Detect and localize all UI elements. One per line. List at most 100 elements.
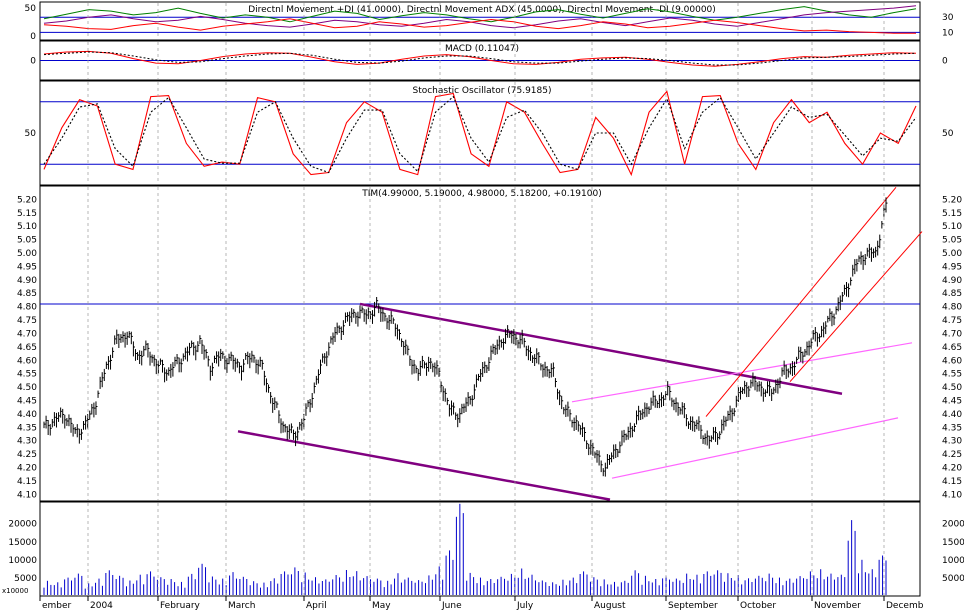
volume-right-tick: 15000	[942, 538, 964, 548]
price-frame	[39, 185, 921, 502]
price-right-tick: 4.55	[942, 370, 962, 380]
price-right-tick: 5.05	[942, 236, 962, 246]
price-title: TIM(4.99000, 5.19000, 4.98000, 5.18200, …	[361, 189, 601, 199]
dmi-left-tick: 50	[25, 4, 37, 14]
stochastic-right-tick: 50	[942, 129, 954, 139]
stochastic-panel: Stochastic Oscillator (75.9185) 50 50	[25, 80, 954, 186]
volume-left-tick: 20000	[8, 520, 37, 530]
vol-frame	[39, 501, 921, 597]
price-left-tick: 4.50	[17, 383, 37, 393]
price-left-tick: 4.15	[17, 477, 37, 487]
price-left-tick: 4.65	[17, 343, 37, 353]
macd-left-tick: 0	[30, 57, 36, 67]
volume-left-tick: 10000	[8, 556, 37, 566]
price-right-tick: 4.35	[942, 423, 962, 433]
price-right-tick: 5.00	[942, 249, 962, 259]
price-left-tick: 5.20	[17, 195, 37, 205]
price-right-tick: 4.80	[942, 303, 962, 313]
volume-left-tick: 5000	[14, 574, 37, 584]
price-left-tick: 5.00	[17, 249, 37, 259]
price-right-tick: 4.60	[942, 356, 962, 366]
price-left-tick: 4.80	[17, 303, 37, 313]
macd-series-line	[43, 50, 917, 67]
dmi-right-tick: 10	[942, 28, 954, 38]
price-right-tick: 4.95	[942, 262, 962, 272]
price-right-tick: 4.85	[942, 289, 962, 299]
price-right-tick: 4.65	[942, 343, 962, 353]
dmi-series-line	[43, 6, 917, 23]
price-left-tick: 4.45	[17, 396, 37, 406]
price-left-tick: 4.85	[17, 289, 37, 299]
price-right-tick: 4.50	[942, 383, 962, 393]
price-left-tick: 4.40	[17, 410, 37, 420]
price-right-tick: 4.25	[942, 450, 962, 460]
price-left-tick: 4.60	[17, 356, 37, 366]
dmi-series-line	[43, 18, 916, 34]
date-axis: ember 2004 February March April May June July Au…	[39, 3, 924, 610]
stoch-frame	[39, 80, 921, 186]
dmi-frame	[39, 1, 921, 41]
price-panel: TIM(4.99000, 5.19000, 4.98000, 5.18200, …	[17, 185, 962, 502]
dmi-series-line	[43, 5, 917, 29]
price-left-tick: 4.10	[17, 490, 37, 500]
price-left-tick: 4.30	[17, 437, 37, 447]
price-left-tick: 4.25	[17, 450, 37, 460]
price-left-tick: 4.70	[17, 329, 37, 339]
dmi-right-tick: 30	[942, 13, 954, 23]
month-label: November	[814, 601, 861, 610]
price-left-tick: 5.10	[17, 222, 37, 232]
month-label: October	[740, 601, 776, 610]
month-label: 2004	[90, 601, 113, 610]
stochastic-left-tick: 50	[25, 129, 37, 139]
uptrend-channel-lower	[611, 417, 899, 479]
price-right-tick: 4.15	[942, 477, 962, 487]
month-label: August	[594, 601, 626, 610]
price-right-tick: 4.40	[942, 410, 962, 420]
stochastic-series-line	[43, 90, 917, 177]
price-left-tick: 4.75	[17, 316, 37, 326]
price-right-tick: 4.90	[942, 276, 962, 286]
price-right-tick: 4.20	[942, 463, 962, 473]
price-left-tick: 5.15	[17, 209, 37, 219]
volume-multiplier-label: x10000	[2, 587, 28, 595]
macd-title: MACD (0.11047)	[445, 44, 519, 54]
volume-right-tick: 20000	[942, 520, 964, 530]
price-right-tick: 5.15	[942, 209, 962, 219]
month-label: March	[228, 601, 255, 610]
steep-channel-upper	[705, 187, 897, 417]
dmi-left-tick: 0	[30, 32, 36, 42]
volume-panel: x10000 20000 20000 15000 15000 10000 10000 500…	[2, 501, 964, 597]
month-label: Decemb	[886, 601, 924, 610]
price-right-tick: 4.30	[942, 437, 962, 447]
macd-right-tick: 0	[942, 57, 948, 67]
volume-right-tick: 10000	[942, 556, 964, 566]
month-label: June	[441, 601, 462, 610]
directional-movement-panel: Directnl Movement +DI (41.0000), Directn…	[25, 1, 954, 42]
macd-panel: MACD (0.11047) 0 0	[30, 40, 948, 81]
dmi-title: Directnl Movement +DI (41.0000), Directn…	[248, 5, 716, 15]
month-label: May	[372, 601, 391, 610]
month-label: ember	[42, 601, 72, 610]
price-left-tick: 4.20	[17, 463, 37, 473]
uptrend-channel-upper	[571, 342, 913, 403]
month-label: April	[306, 601, 327, 610]
stochastic-title: Stochastic Oscillator (75.9185)	[412, 86, 551, 96]
month-label: September	[668, 601, 718, 610]
price-right-tick: 5.10	[942, 222, 962, 232]
volume-right-tick: 5000	[942, 574, 964, 584]
price-right-tick: 4.75	[942, 316, 962, 326]
price-right-tick: 4.10	[942, 490, 962, 500]
price-right-tick: 4.70	[942, 329, 962, 339]
downtrend-channel-lower	[237, 430, 611, 501]
price-right-tick: 4.45	[942, 396, 962, 406]
price-left-tick: 4.90	[17, 276, 37, 286]
month-label: February	[160, 601, 201, 610]
price-left-tick: 5.05	[17, 236, 37, 246]
month-label: July	[516, 601, 534, 610]
price-left-tick: 4.55	[17, 370, 37, 380]
price-left-tick: 4.35	[17, 423, 37, 433]
price-left-tick: 4.95	[17, 262, 37, 272]
volume-left-tick: 15000	[8, 538, 37, 548]
stochastic-series-line	[43, 95, 917, 174]
